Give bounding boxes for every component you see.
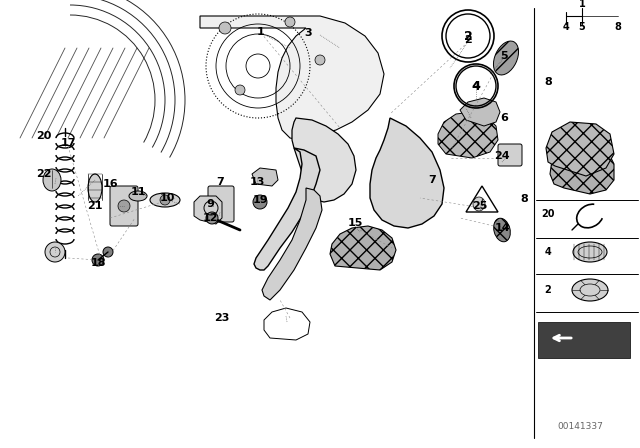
Ellipse shape <box>572 279 608 301</box>
Text: 7: 7 <box>216 177 224 187</box>
Text: 1: 1 <box>579 0 586 9</box>
Circle shape <box>285 17 295 27</box>
Circle shape <box>206 212 218 224</box>
Circle shape <box>219 22 231 34</box>
Polygon shape <box>370 118 444 228</box>
Text: 9: 9 <box>206 199 214 209</box>
Text: 11: 11 <box>131 187 146 197</box>
Text: 2: 2 <box>464 35 472 45</box>
Text: 12: 12 <box>202 213 218 223</box>
Polygon shape <box>292 118 356 202</box>
Circle shape <box>235 85 245 95</box>
Polygon shape <box>460 98 500 126</box>
Polygon shape <box>538 322 630 358</box>
Polygon shape <box>262 188 322 300</box>
Text: 2: 2 <box>463 30 472 43</box>
Text: !: ! <box>481 198 484 207</box>
Text: 00141337: 00141337 <box>557 422 603 431</box>
Text: 14: 14 <box>494 223 510 233</box>
Polygon shape <box>550 142 614 194</box>
Circle shape <box>160 195 170 205</box>
Text: 22: 22 <box>36 169 52 179</box>
Text: 10: 10 <box>159 193 175 203</box>
FancyBboxPatch shape <box>498 144 522 166</box>
Text: 5: 5 <box>500 51 508 61</box>
Polygon shape <box>200 16 384 140</box>
Text: 6: 6 <box>500 113 508 123</box>
Text: 7: 7 <box>428 175 436 185</box>
Text: 3: 3 <box>304 28 312 38</box>
Ellipse shape <box>129 191 147 201</box>
Text: 17: 17 <box>60 138 76 148</box>
Text: 15: 15 <box>348 218 363 228</box>
Text: 2: 2 <box>545 285 552 295</box>
Polygon shape <box>330 226 396 270</box>
Circle shape <box>253 195 267 209</box>
Text: 16: 16 <box>102 179 118 189</box>
Text: 8: 8 <box>614 22 621 32</box>
Text: 8: 8 <box>544 77 552 87</box>
Text: 23: 23 <box>214 313 230 323</box>
FancyBboxPatch shape <box>110 186 138 226</box>
Ellipse shape <box>43 169 61 191</box>
Text: 4: 4 <box>472 79 481 92</box>
Text: 18: 18 <box>90 258 106 268</box>
Text: 20: 20 <box>541 209 555 219</box>
Circle shape <box>45 242 65 262</box>
Ellipse shape <box>150 193 180 207</box>
Ellipse shape <box>493 41 518 75</box>
Text: 4: 4 <box>472 81 480 91</box>
Polygon shape <box>546 122 614 176</box>
Ellipse shape <box>573 242 607 262</box>
Text: 20: 20 <box>36 131 52 141</box>
Ellipse shape <box>473 197 485 211</box>
Text: 5: 5 <box>579 22 586 32</box>
Polygon shape <box>194 196 222 224</box>
Text: 19: 19 <box>252 195 268 205</box>
Text: 21: 21 <box>87 201 103 211</box>
Circle shape <box>118 200 130 212</box>
Ellipse shape <box>88 174 102 202</box>
Circle shape <box>315 55 325 65</box>
Text: 8: 8 <box>520 194 528 204</box>
Circle shape <box>92 254 104 266</box>
FancyBboxPatch shape <box>208 186 234 222</box>
Polygon shape <box>254 148 320 270</box>
Text: 13: 13 <box>250 177 265 187</box>
Circle shape <box>103 247 113 257</box>
Polygon shape <box>438 112 498 158</box>
Polygon shape <box>252 168 278 186</box>
Text: 4: 4 <box>545 247 552 257</box>
Text: 25: 25 <box>472 201 488 211</box>
Text: 1: 1 <box>257 27 265 37</box>
Text: 24: 24 <box>494 151 510 161</box>
Text: 4: 4 <box>563 22 570 32</box>
Ellipse shape <box>493 218 510 242</box>
